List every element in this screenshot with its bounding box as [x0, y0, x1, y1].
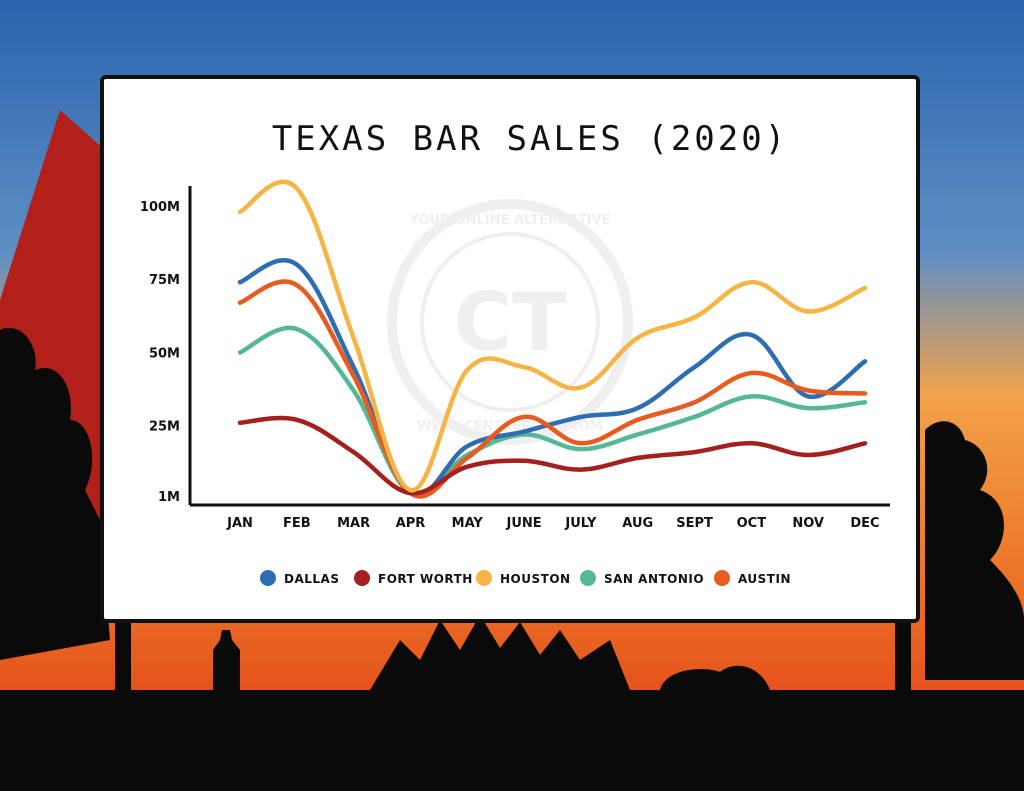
legend-item-dallas: DALLAS: [260, 570, 339, 586]
y-tick-label: 1M: [158, 490, 180, 505]
billboard: [100, 75, 920, 623]
legend-swatch: [476, 570, 492, 586]
bottle-silhouette: [213, 630, 240, 690]
rocks-silhouette: [660, 665, 770, 690]
legend: DALLAS FORT WORTH HOUSTON SAN ANTONIO AUSTIN: [260, 570, 791, 586]
series-line-houston: [237, 179, 868, 493]
agave-plant-silhouette: [370, 615, 630, 690]
x-tick-label: AUG: [622, 516, 653, 531]
legend-label: FORT WORTH: [378, 572, 473, 586]
legend-item-austin: AUSTIN: [714, 570, 791, 586]
legend-label: AUSTIN: [738, 572, 791, 586]
x-tick-label: JULY: [564, 516, 597, 531]
watermark: YOUR ONLINE ALTERNATIVE WWW.CENTREPOINT.…: [387, 199, 633, 445]
legend-label: HOUSTON: [500, 572, 571, 586]
y-tick-labels: 100M 75M 50M 25M 1M: [140, 200, 180, 505]
x-tick-label: NOV: [792, 516, 824, 531]
x-tick-label: FEB: [283, 516, 311, 531]
legend-label: DALLAS: [284, 572, 339, 586]
watermark-logo: CT: [453, 276, 567, 369]
billboard-leg-right: [895, 620, 911, 695]
x-tick-label: MAY: [452, 516, 484, 531]
series-line-austin: [237, 279, 868, 499]
series-line-san-antonio: [237, 325, 868, 498]
legend-swatch: [260, 570, 276, 586]
billboard-leg-left: [115, 620, 131, 695]
x-tick-label: JUNE: [506, 516, 542, 531]
legend-item-houston: HOUSTON: [476, 570, 571, 586]
chart-title: TEXAS BAR SALES (2020): [272, 119, 788, 159]
ground-silhouette: [0, 690, 1024, 791]
x-tick-label: OCT: [737, 516, 767, 531]
watermark-text-top: YOUR ONLINE ALTERNATIVE: [409, 213, 611, 228]
y-tick-label: 25M: [149, 420, 180, 435]
y-tick-label: 75M: [149, 273, 180, 288]
x-tick-label: JAN: [226, 516, 253, 531]
x-tick-label: DEC: [850, 516, 879, 531]
legend-item-fort-worth: FORT WORTH: [354, 570, 473, 586]
y-tick-label: 100M: [140, 200, 180, 215]
series-lines: [237, 179, 868, 499]
y-tick-label: 50M: [149, 346, 180, 361]
x-tick-label: MAR: [337, 516, 370, 531]
series-line-dallas: [237, 258, 868, 498]
legend-swatch: [714, 570, 730, 586]
x-tick-labels: JAN FEB MAR APR MAY JUNE JULY AUG SEPT OCT NOV DEC: [226, 516, 880, 531]
legend-label: SAN ANTONIO: [604, 572, 704, 586]
x-tick-label: APR: [396, 516, 426, 531]
x-tick-label: SEPT: [676, 516, 713, 531]
left-cactus-silhouette: [0, 327, 110, 660]
series-line-fort-worth: [237, 415, 868, 496]
legend-swatch: [580, 570, 596, 586]
legend-swatch: [354, 570, 370, 586]
right-cactus-silhouette: [925, 421, 1024, 680]
legend-item-san-antonio: SAN ANTONIO: [580, 570, 704, 586]
